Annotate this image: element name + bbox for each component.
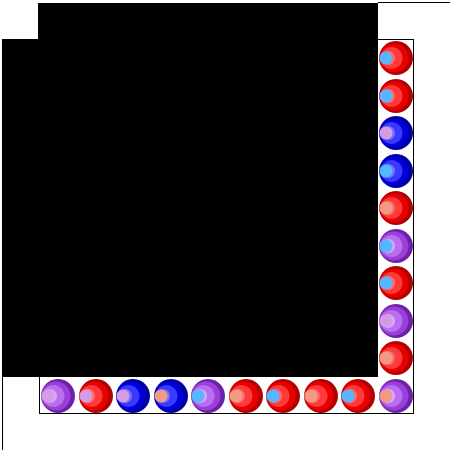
- ball-spot: [379, 276, 393, 290]
- overlay-panel: [2, 3, 378, 377]
- ball-icon: [379, 304, 413, 338]
- ball-spot: [379, 314, 393, 328]
- right-column-ball-4[interactable]: [378, 153, 414, 189]
- right-column-ball-6[interactable]: [378, 228, 414, 264]
- bottom-row-ball-1[interactable]: [40, 378, 76, 414]
- ball-icon: [341, 379, 375, 413]
- bottom-row-ball-7[interactable]: [265, 378, 301, 414]
- bottom-row-ball-4[interactable]: [153, 378, 189, 414]
- ball-spot: [379, 201, 393, 215]
- ball-spot: [379, 51, 393, 65]
- ball-icon: [154, 379, 188, 413]
- right-column-ball-9[interactable]: [378, 340, 414, 376]
- frame-left-line: [2, 377, 3, 450]
- right-column-ball-1[interactable]: [378, 40, 414, 76]
- right-column-ball-8[interactable]: [378, 303, 414, 339]
- ball-icon: [379, 79, 413, 113]
- ball-spot: [379, 164, 393, 178]
- ball-icon: [116, 379, 150, 413]
- ball-spot: [191, 389, 205, 403]
- ball-icon: [266, 379, 300, 413]
- ball-icon: [41, 379, 75, 413]
- bottom-row-ball-6[interactable]: [228, 378, 264, 414]
- bottom-row-ball-10[interactable]: [378, 378, 414, 414]
- right-column-ball-5[interactable]: [378, 190, 414, 226]
- ball-spot: [379, 239, 393, 253]
- ball-spot: [379, 126, 393, 140]
- ball-icon: [79, 379, 113, 413]
- ball-icon: [379, 41, 413, 75]
- bottom-row-ball-2[interactable]: [78, 378, 114, 414]
- ball-spot: [379, 89, 393, 103]
- frame-top-line: [378, 2, 450, 3]
- ball-icon: [379, 266, 413, 300]
- bottom-row-ball-9[interactable]: [340, 378, 376, 414]
- ball-spot: [229, 389, 243, 403]
- bottom-row-ball-8[interactable]: [303, 378, 339, 414]
- ball-icon: [379, 116, 413, 150]
- ball-spot: [116, 389, 130, 403]
- ball-spot: [304, 389, 318, 403]
- ball-icon: [229, 379, 263, 413]
- ball-spot: [154, 389, 168, 403]
- right-column-ball-3[interactable]: [378, 115, 414, 151]
- ball-icon: [379, 229, 413, 263]
- ball-icon: [191, 379, 225, 413]
- right-column-ball-2[interactable]: [378, 78, 414, 114]
- ball-spot: [41, 389, 55, 403]
- ball-spot: [341, 389, 355, 403]
- ball-spot: [379, 351, 393, 365]
- ball-icon: [379, 154, 413, 188]
- corner-notch: [2, 3, 38, 39]
- ball-icon: [304, 379, 338, 413]
- ball-spot: [379, 389, 393, 403]
- ball-icon: [379, 191, 413, 225]
- ball-icon: [379, 379, 413, 413]
- bottom-row-ball-5[interactable]: [190, 378, 226, 414]
- ball-spot: [79, 389, 93, 403]
- right-column-ball-7[interactable]: [378, 265, 414, 301]
- ball-icon: [379, 341, 413, 375]
- ball-spot: [266, 389, 280, 403]
- bottom-row-ball-3[interactable]: [115, 378, 151, 414]
